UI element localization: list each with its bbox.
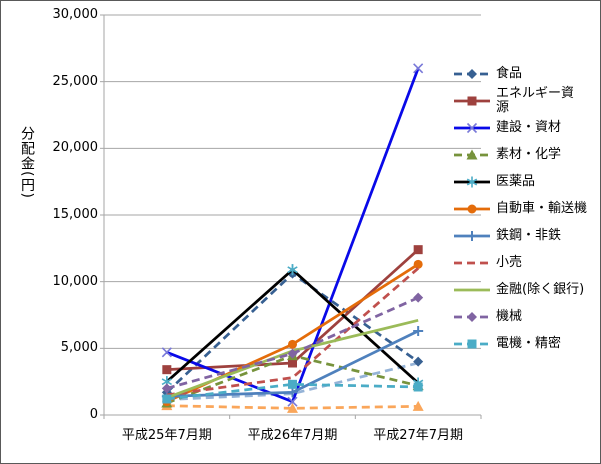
y-tick-label: 5,000 xyxy=(60,340,98,356)
series-marker-square xyxy=(162,365,172,375)
series-marker-square xyxy=(413,382,423,392)
series-marker-circle xyxy=(288,339,297,349)
legend-item-7: 小売 xyxy=(453,249,600,276)
y-axis-title: 分配金(円) xyxy=(19,126,35,199)
legend-sample-line xyxy=(454,204,490,213)
legend-label: 金融(除く銀行) xyxy=(496,281,585,297)
legend-item-2: 建設・資材 xyxy=(453,114,600,141)
legend-sample-line xyxy=(454,68,490,79)
x-axis-label: 平成25年7月期 xyxy=(121,428,212,443)
y-tick-label: 15,000 xyxy=(52,207,99,222)
legend-item-0: 食品 xyxy=(453,60,600,87)
legend-label: 自動車・輸送機 xyxy=(496,200,588,216)
legend-item-9: 機械 xyxy=(453,303,600,330)
legend-item-6: 鉄鋼・非鉄 xyxy=(453,222,600,249)
series-line-0 xyxy=(165,271,419,394)
series-marker-square xyxy=(288,379,297,389)
legend-label: 素材・化学 xyxy=(496,146,562,162)
legend-label: 医薬品 xyxy=(496,173,536,189)
series-marker-triangle xyxy=(287,402,298,413)
series-marker-x xyxy=(161,347,172,358)
series-marker-diamond xyxy=(287,348,298,359)
legend-item-3: 素材・化学 xyxy=(453,141,600,168)
series-line-7 xyxy=(166,267,420,397)
legend-sample-line xyxy=(454,96,490,105)
legend-sample-line xyxy=(454,339,490,348)
series-marker-x xyxy=(287,396,298,407)
legend-item-5: 自動車・輸送機 xyxy=(453,195,600,222)
legend-item-1: エネルギー資源 xyxy=(453,85,600,115)
legend-sample-line xyxy=(454,122,490,133)
series-marker-square xyxy=(288,358,297,368)
series-marker-circle xyxy=(413,259,423,269)
series-marker-x xyxy=(413,63,424,74)
legend-sample-line xyxy=(454,261,490,264)
legend-label: エネルギー資源 xyxy=(496,85,575,115)
unlabeled-series-line-1 xyxy=(166,404,419,410)
legend-label: 食品 xyxy=(496,65,523,81)
legend-label: 小売 xyxy=(496,254,523,270)
legend-sample-line xyxy=(454,288,490,291)
legend: 食品エネルギー資源建設・資材素材・化学医薬品自動車・輸送機 鉄鋼・非鉄小売金融(除… xyxy=(453,60,600,357)
y-tick-label: 0 xyxy=(89,407,98,422)
y-tick-label: 10,000 xyxy=(52,273,99,289)
legend-sample-line xyxy=(454,230,490,241)
legend-sample-line xyxy=(454,176,490,187)
y-tick-label: 25,000 xyxy=(52,73,99,89)
legend-label: 機械 xyxy=(496,308,523,324)
legend-label: 建設・資材 xyxy=(496,119,562,135)
legend-item-10: 電機・精密 xyxy=(453,330,600,357)
x-axis-label: 平成27年7月期 xyxy=(373,428,464,443)
legend-item-4: 医薬品 xyxy=(453,168,600,195)
y-tick-label: 20,000 xyxy=(52,140,99,156)
y-tick-label: 30,000 xyxy=(52,7,99,22)
series-marker-diamond xyxy=(161,383,172,394)
legend-sample-line xyxy=(454,311,490,322)
series-marker-diamond xyxy=(413,292,424,303)
series-line-10 xyxy=(166,382,419,401)
series-marker-diamond xyxy=(413,356,424,367)
legend-label: 鉄鋼・非鉄 xyxy=(496,227,562,243)
legend-item-8: 金融(除く銀行) xyxy=(453,276,600,303)
series-marker-square xyxy=(413,245,423,255)
legend-label: 電機・精密 xyxy=(496,335,562,351)
series-marker-triangle xyxy=(412,400,424,411)
unlabeled-series-line-0 xyxy=(166,361,419,402)
series-marker-square xyxy=(162,394,172,404)
legend-sample-line xyxy=(454,149,490,159)
x-axis-label: 平成26年7月期 xyxy=(247,428,338,443)
